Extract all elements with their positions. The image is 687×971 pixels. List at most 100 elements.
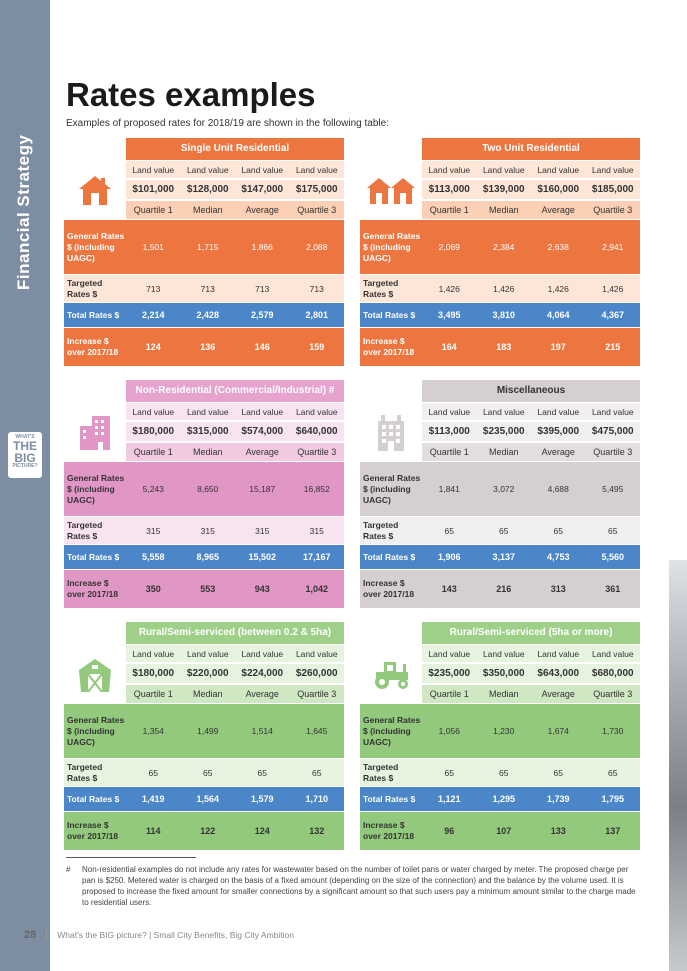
increase-value-cell: 313: [550, 584, 566, 594]
total-value-cell: 1,579: [250, 794, 274, 804]
targeted-values: 713 713 713 713: [126, 284, 344, 294]
quartile-label: Average: [245, 205, 279, 215]
increase-value-cell: 164: [441, 342, 457, 352]
land-values-row: $113,000 $139,000 $160,000 $185,000: [422, 180, 640, 200]
total-value-cell: 1,564: [196, 794, 220, 804]
general-rates-row: General Rates $ (including UAGC) 1,501 1,7…: [64, 220, 344, 274]
increase-value-cell: 107: [496, 826, 512, 836]
quartile-label: Median: [192, 689, 223, 699]
targeted-value-cell: 315: [309, 525, 324, 536]
total-value-cell: 3,810: [492, 310, 516, 320]
table-title: Non-Residential (Commercial/Industrial) …: [126, 380, 344, 402]
land-value-label: Land value: [186, 165, 229, 175]
land-value-label: Land value: [186, 407, 229, 417]
land-value-cell: $180,000: [132, 426, 175, 437]
total-value-cell: 15,502: [248, 552, 277, 562]
total-value-cell: 2,428: [196, 310, 220, 320]
general-value-cell: 1,354: [142, 726, 164, 736]
general-value-cell: 1,499: [197, 726, 219, 736]
targeted-value-cell: 65: [312, 767, 322, 778]
land-value-label: Land value: [186, 649, 229, 659]
targeted-rates-row: Targeted Rates $ 65 65 65 65: [64, 759, 344, 786]
targeted-value-cell: 65: [499, 525, 509, 536]
land-value-label: Land value: [295, 407, 338, 417]
quartile-label: Quartile 1: [429, 205, 469, 215]
footnote-divider: [66, 857, 196, 858]
targeted-value-cell: 1,426: [493, 283, 515, 294]
targeted-row-label: Targeted Rates $: [67, 519, 103, 541]
targeted-rates-row: Targeted Rates $ 65 65 65 65: [360, 517, 640, 544]
general-value-cell: 15,187: [249, 484, 276, 494]
increase-rates-row: Increase $ over 2017/18 164 183 197 215: [360, 328, 640, 366]
general-row-label: General Rates $ (including UAGC): [363, 472, 421, 505]
quartile-label: Quartile 3: [593, 689, 633, 699]
increase-value-cell: 146: [254, 342, 270, 352]
increase-rates-row: Increase $ over 2017/18 114 122 124 132: [64, 812, 344, 850]
land-value-cell: $160,000: [537, 184, 580, 195]
targeted-value-cell: 65: [608, 525, 618, 536]
logo-line-1: WHAT'S: [15, 434, 35, 440]
barn-icon: [64, 645, 126, 703]
increase-row-label: Increase $ over 2017/18: [67, 336, 119, 357]
quartile-label: Average: [245, 447, 279, 457]
total-value-cell: 1,419: [141, 794, 165, 804]
footnote-text: Non-residential examples do not include …: [82, 865, 636, 907]
footnote: # Non-residential examples do not includ…: [66, 864, 641, 908]
quartile-label: Median: [192, 205, 223, 215]
increase-values: 124 136 146 159: [126, 342, 344, 352]
general-rates-row: General Rates $ (including UAGC) 1,841 3,0…: [360, 462, 640, 516]
land-value-cell: $640,000: [295, 426, 338, 437]
targeted-value-cell: 65: [553, 525, 563, 536]
general-values: 1,056 1,230 1,674 1,730: [422, 726, 640, 736]
sidebar-band: Financial Strategy WHAT'S THE BIG PICTUR…: [0, 0, 50, 971]
land-value-cell: $224,000: [241, 668, 284, 679]
quartile-label: Median: [488, 205, 519, 215]
land-value-cell: $113,000: [428, 184, 470, 195]
increase-value-cell: 361: [605, 584, 621, 594]
targeted-rates-row: Targeted Rates $ 65 65 65 65: [360, 759, 640, 786]
targeted-value-cell: 65: [148, 767, 158, 778]
general-value-cell: 1,645: [306, 726, 328, 736]
targeted-value-cell: 713: [146, 283, 161, 294]
land-value-label: Land value: [591, 165, 634, 175]
quartile-label: Quartile 3: [297, 447, 337, 457]
table-title: Two Unit Residential: [422, 138, 640, 160]
page-subtitle: Examples of proposed rates for 2018/19 a…: [66, 118, 389, 129]
targeted-rates-row: Targeted Rates $ 1,426 1,426 1,426 1,426: [360, 275, 640, 302]
increase-value-cell: 553: [200, 584, 216, 594]
land-values-row: $101,000 $128,000 $147,000 $175,000: [126, 180, 344, 200]
quartile-label: Quartile 3: [297, 205, 337, 215]
total-value-cell: 1,795: [601, 794, 625, 804]
total-value-cell: 4,064: [546, 310, 570, 320]
general-values: 1,501 1,715 1,866 2,088: [126, 242, 344, 252]
increase-row-label: Increase $ over 2017/18: [363, 578, 415, 599]
targeted-row-label: Targeted Rates $: [363, 519, 399, 541]
general-value-cell: 1,866: [251, 242, 273, 252]
land-value-label: Land value: [428, 407, 471, 417]
targeted-value-cell: 1,426: [438, 283, 460, 294]
land-value-label: Land value: [482, 649, 525, 659]
general-value-cell: 5,495: [602, 484, 624, 494]
total-value-cell: 3,495: [437, 310, 461, 320]
table-title: Single Unit Residential: [126, 138, 344, 160]
increase-value-cell: 183: [496, 342, 512, 352]
general-value-cell: 1,501: [142, 242, 164, 252]
total-value-cell: 4,367: [601, 310, 625, 320]
increase-rates-row: Increase $ over 2017/18 143 216 313 361: [360, 570, 640, 608]
land-value-cell: $350,000: [482, 668, 525, 679]
tractor-icon: [360, 645, 422, 703]
total-rates-row: Total Rates $ 2,214 2,428 2,579 2,801: [64, 303, 344, 327]
total-value-cell: 2,214: [141, 310, 165, 320]
general-value-cell: 2,384: [493, 242, 515, 252]
increase-values: 164 183 197 215: [422, 342, 640, 352]
increase-row-label: Increase $ over 2017/18: [363, 820, 415, 841]
increase-values: 96 107 133 137: [422, 826, 640, 836]
total-value-cell: 1,710: [305, 794, 329, 804]
increase-value-cell: 96: [444, 826, 455, 836]
increase-value-cell: 132: [309, 826, 325, 836]
increase-value-cell: 350: [145, 584, 161, 594]
targeted-values: 65 65 65 65: [422, 768, 640, 778]
land-value-label: Land value: [132, 407, 175, 417]
quartile-label: Average: [541, 205, 575, 215]
total-value-cell: 1,121: [437, 794, 461, 804]
